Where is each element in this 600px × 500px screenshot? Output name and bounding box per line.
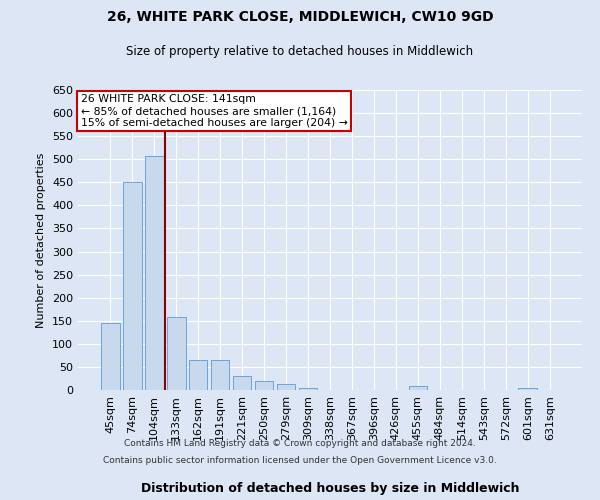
Y-axis label: Number of detached properties: Number of detached properties: [37, 152, 46, 328]
Text: 26, WHITE PARK CLOSE, MIDDLEWICH, CW10 9GD: 26, WHITE PARK CLOSE, MIDDLEWICH, CW10 9…: [107, 10, 493, 24]
Text: Contains public sector information licensed under the Open Government Licence v3: Contains public sector information licen…: [103, 456, 497, 465]
Bar: [299, 388, 317, 390]
Text: Size of property relative to detached houses in Middlewich: Size of property relative to detached ho…: [127, 45, 473, 58]
Text: Contains HM Land Registry data © Crown copyright and database right 2024.: Contains HM Land Registry data © Crown c…: [124, 438, 476, 448]
Bar: [277, 384, 295, 390]
Bar: [518, 388, 537, 390]
Bar: [409, 386, 427, 390]
Text: 26 WHITE PARK CLOSE: 141sqm
← 85% of detached houses are smaller (1,164)
15% of : 26 WHITE PARK CLOSE: 141sqm ← 85% of det…: [80, 94, 347, 128]
Bar: [255, 381, 274, 390]
Bar: [145, 156, 164, 390]
Bar: [101, 323, 119, 390]
Bar: [211, 360, 229, 390]
Bar: [167, 317, 185, 390]
Bar: [123, 182, 142, 390]
Bar: [189, 360, 208, 390]
Text: Distribution of detached houses by size in Middlewich: Distribution of detached houses by size …: [141, 482, 519, 495]
Bar: [233, 376, 251, 390]
